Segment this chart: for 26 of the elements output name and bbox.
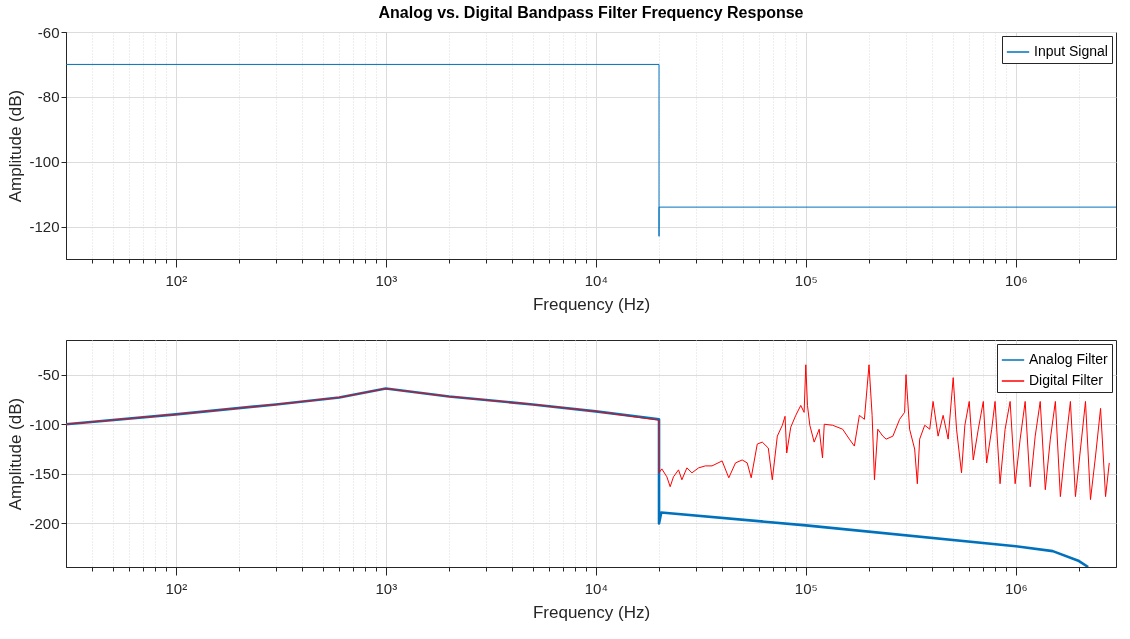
legend-label: Digital Filter: [1029, 372, 1104, 388]
x-tick-label: 10⁵: [794, 271, 818, 289]
x-axis-title: Frequency (Hz): [532, 602, 651, 622]
x-tick-label: 10⁶: [1004, 271, 1028, 289]
chart-title: Analog vs. Digital Bandpass Filter Frequency Response: [378, 4, 804, 21]
y-axis-title: Amplitude (dB): [6, 89, 26, 203]
x-tick-label: 10²: [165, 579, 188, 597]
y-tick-label: -100: [29, 415, 60, 433]
y-tick-label: -80: [37, 88, 60, 106]
y-tick-label: -120: [29, 218, 60, 236]
x-tick-label: 10⁴: [584, 271, 608, 289]
y-tick-label: -50: [37, 366, 60, 384]
x-tick-label: 10³: [375, 271, 398, 289]
legend-label: Input Signal: [1034, 43, 1108, 59]
x-axis-title: Frequency (Hz): [532, 294, 651, 314]
legend-label: Analog Filter: [1029, 351, 1108, 367]
x-tick-label: 10²: [165, 271, 188, 289]
y-tick-label: -200: [29, 514, 60, 532]
y-tick-label: -150: [29, 465, 60, 483]
y-axis-title: Amplitude (dB): [6, 397, 26, 511]
y-tick-label: -100: [29, 153, 60, 171]
x-tick-label: 10⁶: [1004, 579, 1028, 597]
y-tick-label: -60: [37, 23, 60, 41]
x-tick-label: 10³: [375, 579, 398, 597]
x-tick-label: 10⁵: [794, 579, 818, 597]
x-tick-label: 10⁴: [584, 579, 608, 597]
